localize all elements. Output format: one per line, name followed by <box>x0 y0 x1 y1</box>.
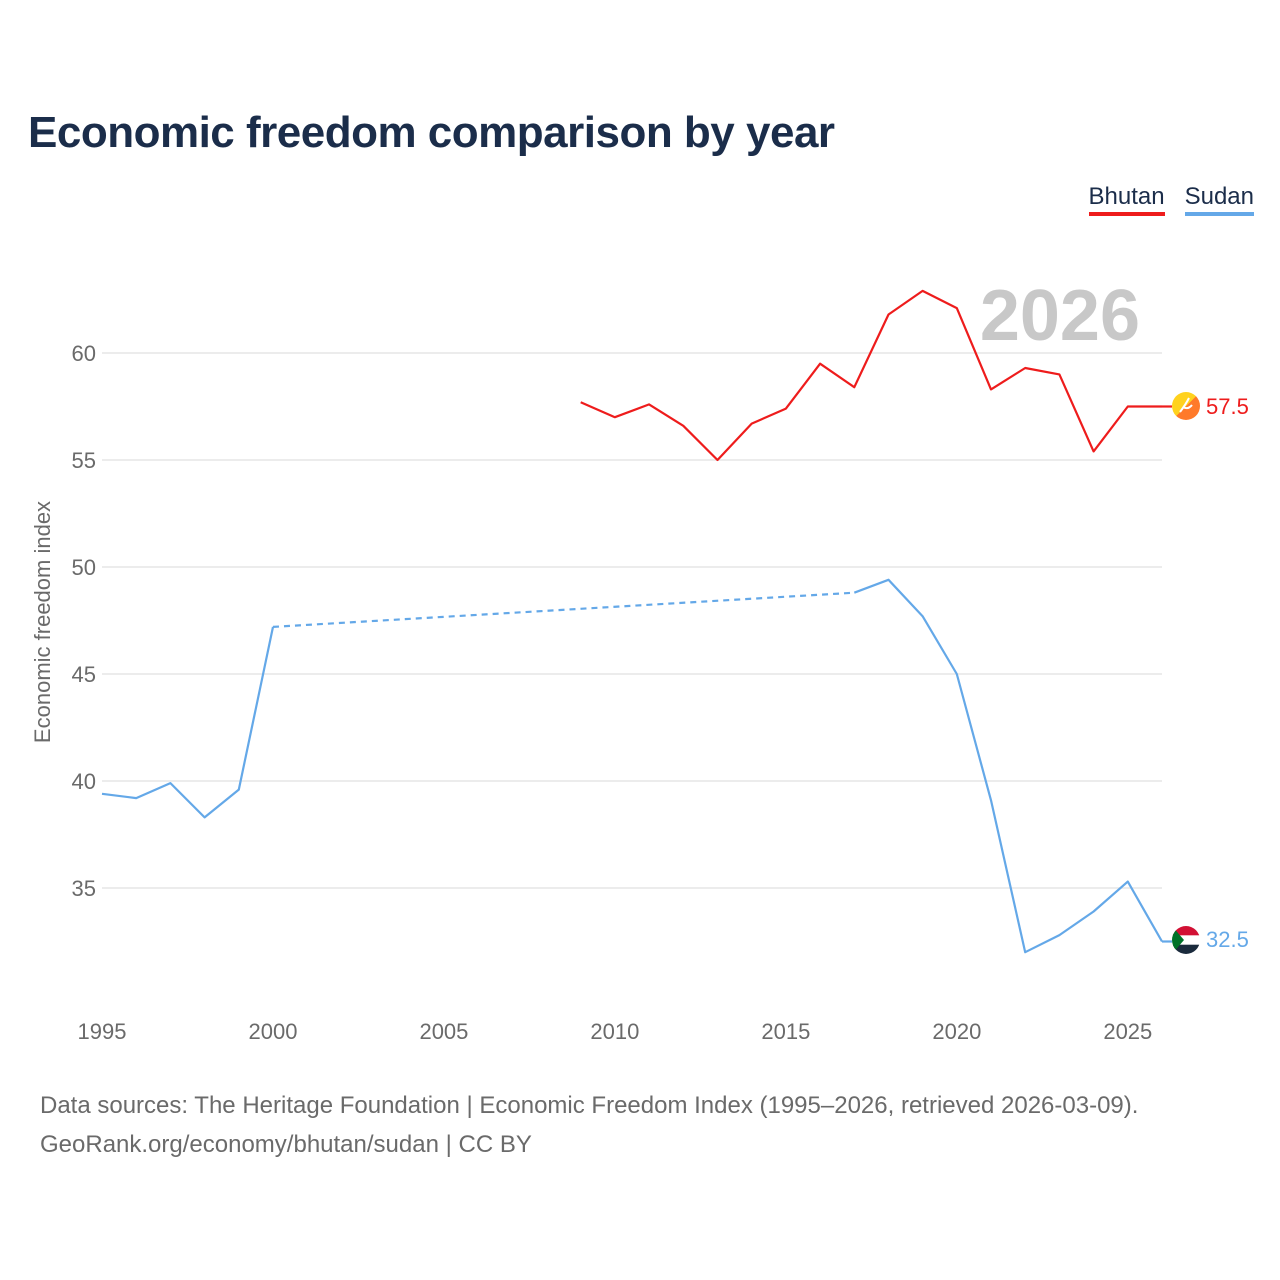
y-tick-label: 60 <box>72 341 96 366</box>
sudan-end-value: 32.5 <box>1206 927 1249 952</box>
y-tick-label: 40 <box>72 769 96 794</box>
sudan-line <box>101 626 275 819</box>
legend-item-bhutan[interactable]: Bhutan <box>1088 183 1165 217</box>
sudan-line <box>853 578 1163 954</box>
y-axis-label: Economic freedom index <box>30 501 55 743</box>
legend: Bhutan Sudan <box>1088 183 1254 217</box>
bhutan-flag-icon <box>1172 392 1200 420</box>
line-chart: 2026 35 40 45 50 55 60 1995 2000 2005 2010 2015 20… <box>30 276 1249 1044</box>
y-tick-label: 35 <box>72 876 96 901</box>
x-tick-label: 2025 <box>1103 1019 1152 1044</box>
x-tick-label: 2015 <box>761 1019 810 1044</box>
legend-item-sudan[interactable]: Sudan <box>1184 183 1254 217</box>
bhutan-line <box>580 289 1162 462</box>
x-tick-label: 2005 <box>419 1019 468 1044</box>
series-lines <box>101 289 1172 954</box>
footer: Data sources: The Heritage Foundation | … <box>40 1086 1138 1164</box>
sudan-gap-line <box>272 591 855 628</box>
series-bhutan <box>580 289 1172 462</box>
x-tick-label: 2010 <box>590 1019 639 1044</box>
y-tick-label: 45 <box>72 662 96 687</box>
x-tick-label: 2020 <box>932 1019 981 1044</box>
year-watermark: 2026 <box>980 276 1140 356</box>
x-tick-label: 2000 <box>248 1019 297 1044</box>
x-tick-label: 1995 <box>78 1019 127 1044</box>
series-sudan <box>101 578 1172 954</box>
x-axis-ticks: 1995 2000 2005 2010 2015 2020 2025 <box>78 1019 1153 1044</box>
grid-lines <box>102 352 1162 889</box>
data-sources: Data sources: The Heritage Foundation | … <box>40 1092 1139 1119</box>
bhutan-end-value: 57.5 <box>1206 394 1249 419</box>
chart-title: Economic freedom comparison by year <box>28 108 835 157</box>
y-tick-label: 50 <box>72 555 96 580</box>
y-tick-label: 55 <box>72 448 96 473</box>
attribution: GeoRank.org/economy/bhutan/sudan | CC BY <box>40 1131 532 1158</box>
sudan-flag-icon <box>1172 926 1200 954</box>
y-axis-ticks: 35 40 45 50 55 60 <box>72 341 96 901</box>
